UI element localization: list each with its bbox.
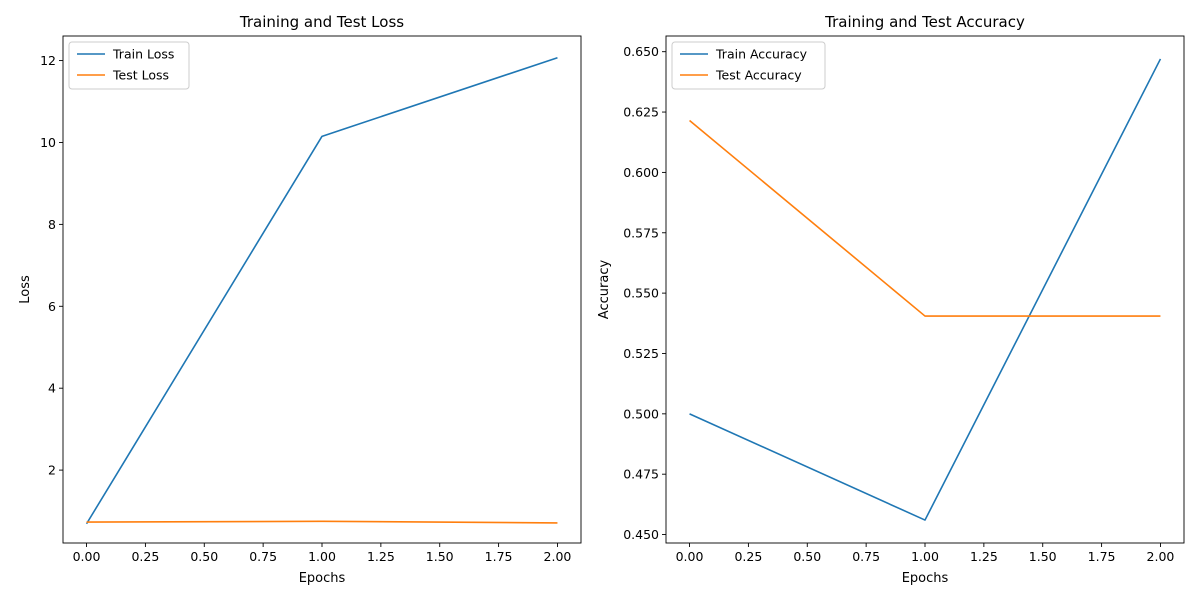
- y-tick-label: 0.575: [623, 225, 659, 240]
- y-tick-label: 0.650: [623, 44, 659, 59]
- chart-title: Training and Test Accuracy: [824, 13, 1025, 31]
- x-tick-label: 0.00: [676, 549, 704, 564]
- x-tick-label: 2.00: [544, 549, 572, 564]
- subplot-1: 0.00 0.25 0.50 0.75 1.00 1.25 1.50 1.75 2.00 2 4 6 8…: [18, 13, 582, 586]
- x-tick-label: 1.75: [485, 549, 513, 564]
- x-tick-label: 0.50: [190, 549, 218, 564]
- y-axis-label: Loss: [18, 275, 33, 304]
- y-tick-label: 6: [48, 299, 56, 314]
- y-axis-label: Accuracy: [597, 260, 612, 320]
- x-tick-label: 0.50: [793, 549, 821, 564]
- y-tick-label: 12: [40, 53, 56, 68]
- legend-box: [671, 41, 826, 90]
- x-tick-label: 1.00: [308, 549, 336, 564]
- y-tick-label: 2: [48, 463, 56, 478]
- legend: Train Loss Test Loss: [68, 41, 190, 90]
- x-axis-label: Epochs: [902, 571, 949, 586]
- x-tick-label: 1.50: [426, 549, 454, 564]
- plot-frame: [665, 35, 1185, 544]
- series-line-test-accuracy: [689, 119, 1161, 317]
- x-tick-label: 1.25: [367, 549, 395, 564]
- series-line-train-accuracy: [689, 58, 1162, 521]
- y-tick-label: 10: [40, 135, 56, 150]
- y-tick-label: 4: [48, 381, 56, 396]
- chart-title: Training and Test Loss: [239, 13, 404, 31]
- x-tick-label: 0.75: [852, 549, 880, 564]
- x-tick-label: 1.25: [970, 549, 998, 564]
- x-tick-label: 1.75: [1088, 549, 1116, 564]
- legend-label: Train Loss: [112, 47, 174, 62]
- series-line-train-loss: [85, 56, 558, 525]
- legend-label: Train Accuracy: [715, 47, 808, 62]
- y-tick-label: 8: [48, 217, 56, 232]
- x-tick-label: 0.75: [249, 549, 277, 564]
- legend-label: Test Loss: [112, 68, 169, 83]
- y-tick-label: 0.525: [623, 346, 659, 361]
- y-tick-label: 0.600: [623, 165, 659, 180]
- legend-label: Test Accuracy: [715, 68, 802, 83]
- plot-frame: [62, 35, 582, 544]
- y-tick-label: 0.625: [623, 105, 659, 120]
- y-tick-label: 0.550: [623, 286, 659, 301]
- x-tick-label: 1.00: [911, 549, 939, 564]
- subplot-2: 0.00 0.25 0.50 0.75 1.00 1.25 1.50 1.75 2.00 0.45…: [597, 13, 1185, 586]
- y-tick-label: 0.500: [623, 406, 659, 421]
- x-tick-label: 0.00: [73, 549, 101, 564]
- x-tick-label: 2.00: [1147, 549, 1175, 564]
- legend: Train Accuracy Test Accuracy: [671, 41, 826, 90]
- y-tick-label: 0.450: [623, 527, 659, 542]
- x-axis-label: Epochs: [299, 571, 346, 586]
- x-tick-label: 1.50: [1029, 549, 1057, 564]
- x-tick-label: 0.25: [734, 549, 762, 564]
- x-tick-label: 0.25: [131, 549, 159, 564]
- series-line-test-loss: [86, 520, 558, 524]
- y-tick-label: 0.475: [623, 467, 659, 482]
